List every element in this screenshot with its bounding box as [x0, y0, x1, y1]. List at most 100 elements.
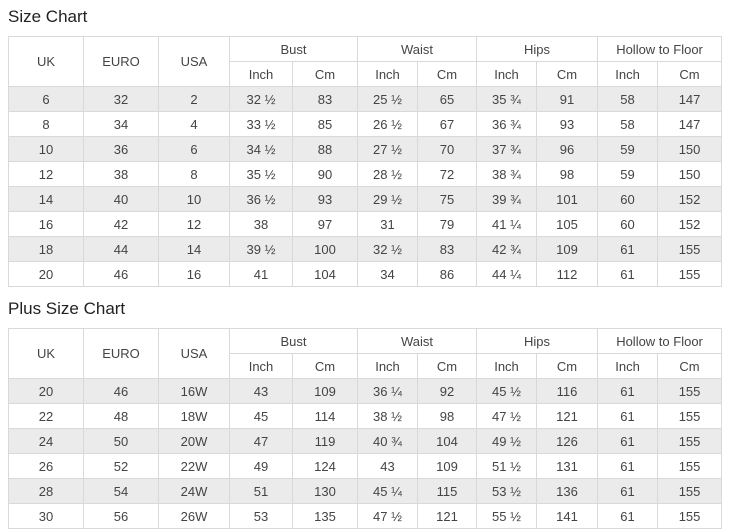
table-cell: 36 ¼: [357, 378, 419, 404]
table-cell: 131: [536, 453, 599, 479]
col-group-hollow-to-floor: Hollow to Floor: [597, 328, 723, 354]
table-cell: 8: [8, 111, 84, 137]
table-cell: 42 ¾: [476, 236, 538, 262]
col-header-euro: EURO: [83, 328, 159, 379]
table-cell: 39 ¾: [476, 186, 538, 212]
table-cell: 36: [83, 136, 159, 162]
table-cell: 16: [8, 211, 84, 237]
table-cell: 155: [657, 503, 723, 529]
table-cell: 83: [291, 86, 359, 112]
table-cell: 44 ¼: [476, 261, 538, 287]
table-row: 12 38 8 35 ½ 90 28 ½ 72 38 ¾ 98 59 150: [8, 161, 723, 187]
table-cell: 75: [417, 186, 478, 212]
table-cell: 97: [291, 211, 359, 237]
table-cell: 121: [536, 403, 599, 429]
col-subheader-bust-inch: Inch: [229, 353, 293, 379]
col-subheader-bust-cm: Cm: [291, 353, 359, 379]
col-subheader-hollow-inch: Inch: [597, 61, 659, 87]
table-cell: 16: [158, 261, 230, 287]
table-header: UK EURO USA Bust Waist Hips Hollow to Fl…: [8, 328, 723, 379]
table-row: 30 56 26W 53 135 47 ½ 121 55 ½ 141 61 155: [8, 503, 723, 529]
table-cell: 38: [83, 161, 159, 187]
table-row: 20 46 16 41 104 34 86 44 ¼ 112 61 155: [8, 261, 723, 287]
table-cell: 31: [357, 211, 419, 237]
table-cell: 26: [8, 453, 84, 479]
table-cell: 22W: [158, 453, 230, 479]
table-cell: 124: [291, 453, 359, 479]
table-cell: 61: [597, 453, 659, 479]
table-cell: 12: [158, 211, 230, 237]
col-subheader-hips-inch: Inch: [476, 61, 538, 87]
table-cell: 150: [657, 161, 723, 187]
table-cell: 39 ½: [229, 236, 293, 262]
table-cell: 40: [83, 186, 159, 212]
size-chart-title: Size Chart: [8, 7, 88, 26]
table-cell: 112: [536, 261, 599, 287]
table-cell: 24W: [158, 478, 230, 504]
table-cell: 91: [536, 86, 599, 112]
table-cell: 104: [291, 261, 359, 287]
table-row: 6 32 2 32 ½ 83 25 ½ 65 35 ¾ 91 58 147: [8, 86, 723, 112]
table-cell: 61: [597, 478, 659, 504]
table-cell: 45 ¼: [357, 478, 419, 504]
table-cell: 88: [291, 136, 359, 162]
table-cell: 48: [83, 403, 159, 429]
table-cell: 141: [536, 503, 599, 529]
table-cell: 27 ½: [357, 136, 419, 162]
col-subheader-bust-cm: Cm: [291, 61, 359, 87]
table-cell: 114: [291, 403, 359, 429]
size-chart-table: UK EURO USA Bust Waist Hips Hollow to Fl…: [8, 36, 723, 287]
table-cell: 26W: [158, 503, 230, 529]
col-header-euro: EURO: [83, 36, 159, 87]
table-cell: 36 ¾: [476, 111, 538, 137]
table-cell: 35 ½: [229, 161, 293, 187]
table-cell: 50: [83, 428, 159, 454]
table-cell: 67: [417, 111, 478, 137]
table-cell: 12: [8, 161, 84, 187]
col-subheader-waist-cm: Cm: [417, 353, 478, 379]
table-cell: 155: [657, 236, 723, 262]
table-cell: 16W: [158, 378, 230, 404]
col-group-hips: Hips: [476, 328, 599, 354]
table-cell: 51 ½: [476, 453, 538, 479]
table-cell: 59: [597, 136, 659, 162]
table-cell: 20: [8, 378, 84, 404]
table-cell: 93: [536, 111, 599, 137]
table-cell: 38 ½: [357, 403, 419, 429]
size-chart-section: Size Chart UK EURO USA Bust Waist Hips H…: [8, 6, 723, 287]
table-cell: 61: [597, 261, 659, 287]
table-cell: 109: [536, 236, 599, 262]
header-group-row: UK EURO USA Bust Waist Hips Hollow to Fl…: [8, 36, 723, 87]
table-cell: 18: [8, 236, 84, 262]
header-unit-row: Inch Cm Inch Cm Inch Cm Inch Cm: [9, 353, 723, 379]
table-cell: 4: [158, 111, 230, 137]
table-cell: 34 ½: [229, 136, 293, 162]
table-cell: 46: [83, 261, 159, 287]
table-row: 14 40 10 36 ½ 93 29 ½ 75 39 ¾ 101 60 152: [8, 186, 723, 212]
table-cell: 28: [8, 478, 84, 504]
table-cell: 53 ½: [476, 478, 538, 504]
table-cell: 46: [83, 378, 159, 404]
table-cell: 47: [229, 428, 293, 454]
table-cell: 155: [657, 453, 723, 479]
table-cell: 93: [291, 186, 359, 212]
table-cell: 135: [291, 503, 359, 529]
table-cell: 115: [417, 478, 478, 504]
table-cell: 34: [357, 261, 419, 287]
col-header-usa: USA: [158, 36, 230, 87]
table-cell: 109: [291, 378, 359, 404]
table-cell: 116: [536, 378, 599, 404]
plus-size-chart-table: UK EURO USA Bust Waist Hips Hollow to Fl…: [8, 328, 723, 529]
table-cell: 61: [597, 236, 659, 262]
col-subheader-hips-cm: Cm: [536, 61, 599, 87]
table-cell: 98: [536, 161, 599, 187]
table-cell: 47 ½: [357, 503, 419, 529]
table-cell: 61: [597, 403, 659, 429]
table-cell: 34: [83, 111, 159, 137]
table-cell: 121: [417, 503, 478, 529]
table-cell: 54: [83, 478, 159, 504]
table-cell: 47 ½: [476, 403, 538, 429]
col-header-usa: USA: [158, 328, 230, 379]
table-cell: 52: [83, 453, 159, 479]
table-body: 20 46 16W 43 109 36 ¼ 92 45 ½ 116 61 155 22 48 18W 45 1…: [8, 378, 723, 529]
